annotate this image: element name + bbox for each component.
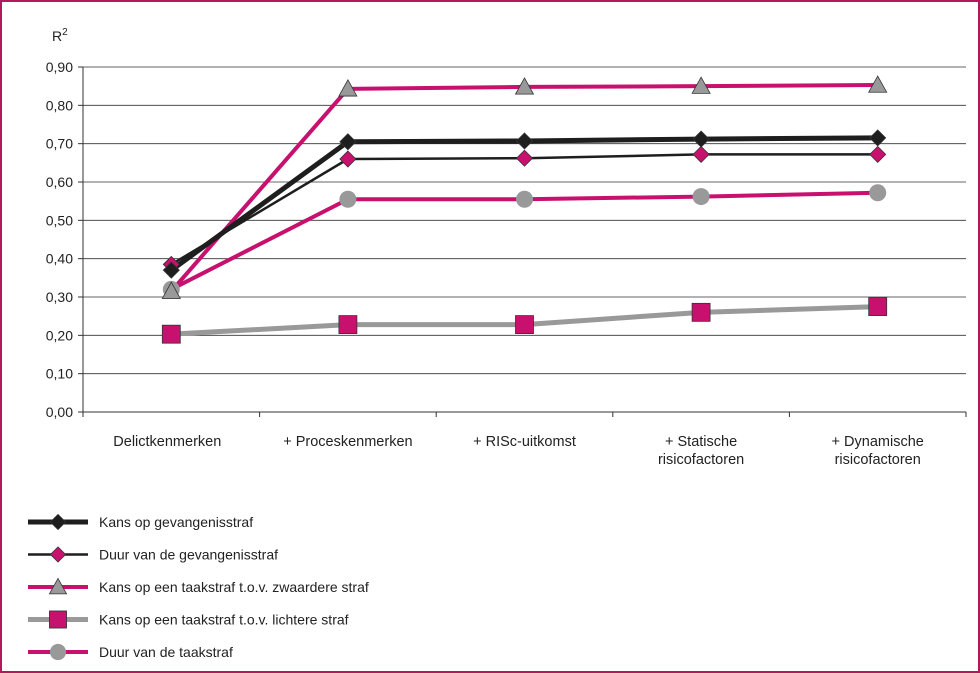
y-tick-labels: 0,00 0,10 0,20 0,30 0,40 0,50 0,60 0,70 0,80 0,90 — [46, 59, 73, 420]
legend-item: Kans op een taakstraf t.o.v. lichtere st… — [28, 610, 349, 629]
legend-label: Kans op een taakstraf t.o.v. lichtere st… — [99, 612, 349, 628]
data-point — [339, 133, 357, 151]
y-axis-label: R2 — [52, 27, 68, 44]
data-point — [514, 77, 535, 95]
data-point — [691, 302, 711, 322]
data-point — [48, 577, 68, 595]
x-tick-label: + Proceskenmerken — [283, 434, 412, 450]
gridlines — [83, 66, 966, 375]
legend-label: Kans op een taakstraf t.o.v. zwaardere s… — [99, 579, 369, 595]
data-point — [868, 75, 888, 93]
y-tick-label: 0,00 — [46, 404, 73, 420]
legend-item: Kans op gevangenisstraf — [28, 513, 253, 531]
legend-item: Duur van de gevangenisstraf — [28, 546, 278, 563]
legend-label: Duur van de taakstraf — [99, 644, 233, 660]
y-tick-label: 0,30 — [46, 289, 73, 305]
series-markers — [161, 75, 888, 344]
data-point — [516, 190, 533, 208]
data-point — [339, 190, 357, 208]
legend-label: Kans op gevangenisstraf — [99, 514, 253, 530]
legend: Kans op gevangenisstraf Duur van de gevan… — [28, 513, 369, 661]
data-point — [338, 79, 358, 97]
data-point — [515, 315, 534, 335]
legend-item: Duur van de taakstraf — [28, 643, 233, 661]
data-point — [161, 281, 181, 299]
data-point — [49, 513, 67, 531]
data-point — [692, 145, 710, 163]
series-line — [169, 83, 878, 293]
data-point — [162, 261, 180, 279]
data-point — [869, 184, 887, 202]
data-point — [869, 129, 887, 147]
x-tick-labels: Delictkenmerken + Proceskenmerken + RISc-u… — [113, 434, 924, 468]
data-point — [338, 315, 358, 335]
y-tick-label: 0,60 — [46, 174, 73, 190]
data-point — [515, 132, 534, 150]
y-tick-label: 0,70 — [46, 136, 73, 152]
legend-item: Kans op een taakstraf t.o.v. zwaardere s… — [28, 577, 369, 595]
data-point — [49, 546, 67, 563]
x-tick-label: Delictkenmerken — [113, 434, 221, 450]
data-point — [868, 297, 888, 316]
y-tick-label: 0,40 — [46, 251, 73, 267]
data-point — [515, 149, 534, 167]
axes — [78, 66, 967, 417]
data-point — [161, 324, 181, 344]
y-tick-label: 0,10 — [46, 366, 73, 382]
data-point — [49, 610, 67, 629]
x-tick-label: + Statische risicofactoren — [658, 434, 744, 468]
y-tick-label: 0,50 — [46, 212, 73, 228]
y-tick-label: 0,80 — [46, 97, 73, 113]
y-tick-label: 0,20 — [46, 327, 73, 343]
data-point — [49, 643, 67, 661]
data-point — [869, 145, 887, 163]
y-tick-label: 0,90 — [46, 59, 73, 75]
data-point — [692, 130, 710, 148]
data-point — [339, 150, 357, 168]
data-point — [692, 188, 710, 206]
data-point — [691, 76, 711, 94]
x-tick-label: + Dynamische risicofactoren — [832, 434, 924, 468]
x-tick-label: + RISc-uitkomst — [473, 434, 576, 450]
legend-label: Duur van de gevangenisstraf — [99, 547, 278, 563]
